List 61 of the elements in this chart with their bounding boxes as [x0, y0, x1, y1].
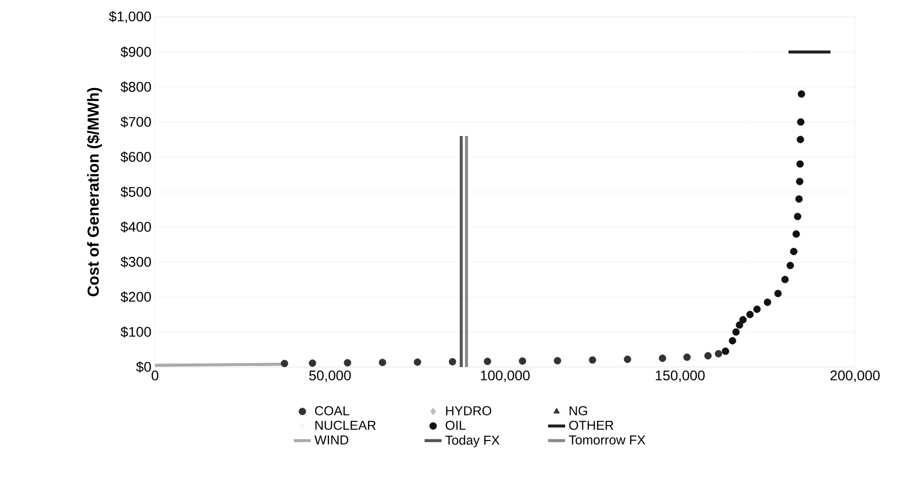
legend-label: COAL: [315, 406, 350, 416]
point: [344, 359, 352, 366]
point: [518, 357, 526, 365]
legend-label: OIL: [446, 420, 466, 430]
y-tick-label: $900: [120, 46, 151, 58]
y-tick-label: $0: [136, 361, 151, 373]
point: [746, 310, 754, 318]
x-tick-label: 100,000: [480, 370, 530, 382]
point: [797, 118, 804, 126]
point: [624, 356, 632, 363]
y-tick-label: $100: [120, 326, 151, 338]
point: [794, 212, 802, 220]
point: [704, 352, 712, 360]
legend-label: HYDRO: [446, 406, 492, 416]
x-tick-label: 0: [152, 370, 158, 380]
point: [736, 321, 744, 329]
legend-label: Tomorrow FX: [568, 435, 646, 445]
y-tick-label: $400: [120, 221, 151, 233]
point: [786, 262, 794, 270]
legend-label: WIND: [314, 435, 348, 444]
point: [796, 136, 804, 144]
point: [484, 358, 492, 366]
legend-label: NUCLEAR: [315, 420, 376, 430]
legend-label: OTHER: [569, 420, 614, 430]
point: [280, 360, 288, 368]
point: [378, 358, 386, 366]
point: [658, 354, 666, 362]
x-tick-label: 150,000: [656, 370, 705, 382]
legend-label: Today FX: [445, 435, 500, 448]
x-tick-label: 200,000: [830, 370, 880, 382]
y-tick-label: $800: [120, 81, 151, 93]
point: [683, 354, 691, 361]
point: [796, 160, 804, 168]
point: [798, 90, 806, 98]
point: [796, 178, 804, 186]
point: [308, 359, 316, 367]
point: [774, 290, 782, 298]
point: [739, 316, 747, 324]
y-tick-label: $200: [120, 291, 151, 303]
point: [732, 328, 740, 336]
point: [588, 356, 596, 364]
point: [728, 337, 736, 344]
point: [722, 348, 730, 355]
y-tick-label: $600: [120, 151, 151, 163]
x-tick-label: 50,000: [309, 370, 351, 382]
point: [714, 350, 722, 358]
legend-label: NG: [570, 406, 588, 416]
point: [554, 357, 562, 364]
point: [414, 358, 422, 366]
point: [764, 298, 772, 306]
y-tick-label: $300: [120, 256, 151, 268]
point: [448, 358, 456, 366]
point: [790, 248, 798, 256]
point: [792, 230, 800, 238]
point: [795, 195, 803, 203]
y-tick-label: $1,000: [108, 10, 151, 24]
y-axis-title: Cost of Generation ($/MWh): [86, 88, 102, 296]
y-tick-label: $700: [120, 116, 151, 128]
point: [753, 306, 761, 313]
point: [781, 276, 789, 284]
y-tick-label: $500: [120, 186, 151, 198]
